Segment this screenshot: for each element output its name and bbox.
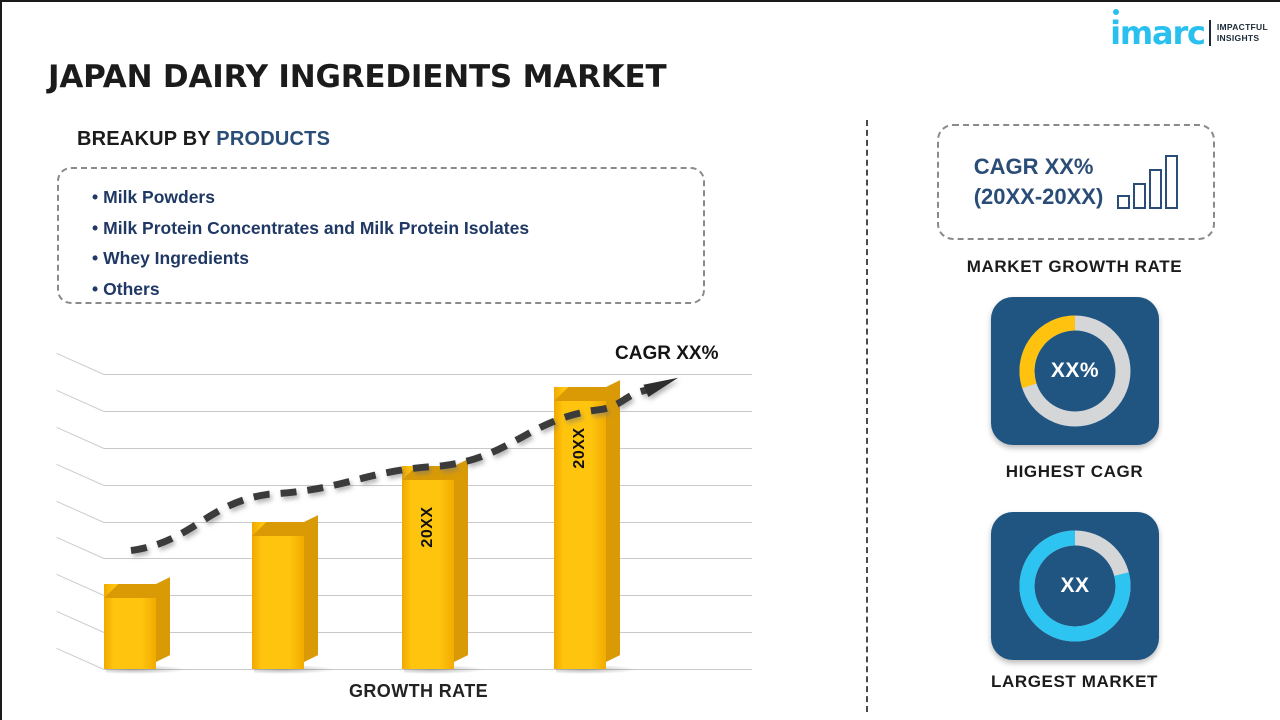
bar-column bbox=[252, 515, 334, 674]
bar-side-face bbox=[606, 380, 620, 662]
gridline bbox=[104, 410, 752, 412]
cagr-trend-label: CAGR XX% bbox=[615, 343, 719, 364]
bullet-glyph: • bbox=[92, 217, 99, 238]
growth-rate-bar-chart: 20XX 20XX CAGR XX% bbox=[56, 332, 752, 717]
bar-column: 20XX bbox=[402, 459, 484, 674]
largest-market-value: XX bbox=[1060, 574, 1090, 597]
market-growth-rate-caption: MARKET GROWTH RATE bbox=[966, 257, 1183, 276]
imarc-logo: imarc IMPACTFUL INSIGHTS bbox=[1110, 9, 1268, 50]
subtitle-prefix: BREAKUP BY bbox=[77, 128, 217, 150]
largest-market-caption: LARGEST MARKET bbox=[990, 672, 1159, 691]
list-item-label: Whey Ingredients bbox=[103, 248, 249, 268]
bar-value-label: 20XX bbox=[571, 427, 588, 469]
highest-cagr-value: XX% bbox=[1050, 359, 1100, 382]
gridline-depth bbox=[56, 463, 105, 486]
gridline-depth bbox=[56, 611, 105, 634]
gridline-depth bbox=[56, 352, 105, 375]
panel-divider bbox=[866, 120, 868, 712]
bullet-glyph: • bbox=[92, 248, 99, 268]
logo-divider bbox=[1208, 20, 1211, 46]
market-growth-rate-box: CAGR XX% (20XX-20XX) bbox=[937, 124, 1215, 240]
bar-shadow bbox=[254, 665, 334, 674]
bar-shadow bbox=[404, 665, 484, 674]
highest-cagr-donut bbox=[1019, 315, 1131, 427]
highest-cagr-caption: HIGHEST CAGR bbox=[1005, 462, 1144, 481]
gridline-depth bbox=[56, 647, 105, 670]
section-subtitle: BREAKUP BY PRODUCTS bbox=[77, 128, 330, 151]
gridline-depth bbox=[56, 574, 105, 597]
gridline bbox=[104, 669, 752, 670]
bar-front-face bbox=[104, 584, 156, 669]
bar-chart-icon bbox=[1117, 155, 1179, 209]
bar-column bbox=[104, 577, 186, 674]
list-item: • Milk Protein Concentrates and Milk Prot… bbox=[92, 213, 703, 244]
bar-shadow bbox=[556, 665, 636, 674]
bar-side-face bbox=[304, 515, 318, 662]
mini-bar bbox=[1165, 155, 1179, 209]
growth-rate-line1: CAGR XX% bbox=[973, 154, 1094, 179]
list-item-label: Others bbox=[103, 278, 160, 299]
gridline-depth bbox=[56, 426, 105, 449]
list-item: • Whey Ingredients bbox=[92, 243, 703, 274]
largest-market-card: XX bbox=[991, 512, 1159, 660]
mini-bar bbox=[1117, 195, 1131, 209]
bar-shadow bbox=[106, 665, 186, 674]
logo-word-text: imarc bbox=[1110, 14, 1206, 52]
page-title: JAPAN DAIRY INGREDIENTS MARKET bbox=[48, 59, 667, 95]
bar-value-label: 20XX bbox=[419, 506, 436, 548]
chart-x-axis-label: GROWTH RATE bbox=[349, 681, 489, 701]
list-item-label: Milk Protein Concentrates and Milk Prote… bbox=[103, 217, 530, 238]
logo-tagline: IMPACTFUL INSIGHTS bbox=[1217, 22, 1268, 44]
bar-column: 20XX bbox=[554, 380, 636, 674]
bullet-glyph: • bbox=[92, 187, 99, 207]
gridline-depth bbox=[56, 389, 105, 412]
highest-cagr-card: XX% bbox=[991, 297, 1159, 445]
bullet-glyph: • bbox=[92, 278, 99, 299]
list-item: • Milk Powders bbox=[92, 182, 703, 213]
mini-bar bbox=[1133, 183, 1147, 209]
bar-front-face bbox=[402, 466, 454, 669]
gridline-depth bbox=[56, 537, 105, 560]
list-item: • Others bbox=[92, 274, 703, 305]
subtitle-accent: PRODUCTS bbox=[216, 128, 331, 150]
growth-rate-text: CAGR XX% (20XX-20XX) bbox=[974, 152, 1104, 212]
logo-tagline-line1: IMPACTFUL bbox=[1216, 22, 1268, 32]
bar-side-face bbox=[454, 459, 468, 662]
gridline bbox=[104, 447, 752, 449]
logo-dot-icon bbox=[1113, 9, 1120, 15]
products-breakup-box: • Milk Powders • Milk Protein Concentrates… bbox=[57, 167, 705, 304]
list-item-label: Milk Powders bbox=[103, 187, 215, 207]
logo-wordmark: imarc bbox=[1110, 9, 1206, 49]
mini-bar bbox=[1149, 169, 1163, 209]
bar-front-face bbox=[252, 522, 304, 669]
largest-market-donut bbox=[1019, 530, 1131, 642]
growth-rate-line2: (20XX-20XX) bbox=[973, 184, 1104, 209]
gridline bbox=[104, 374, 752, 375]
logo-tagline-line2: INSIGHTS bbox=[1216, 33, 1260, 43]
gridline-depth bbox=[56, 500, 105, 523]
